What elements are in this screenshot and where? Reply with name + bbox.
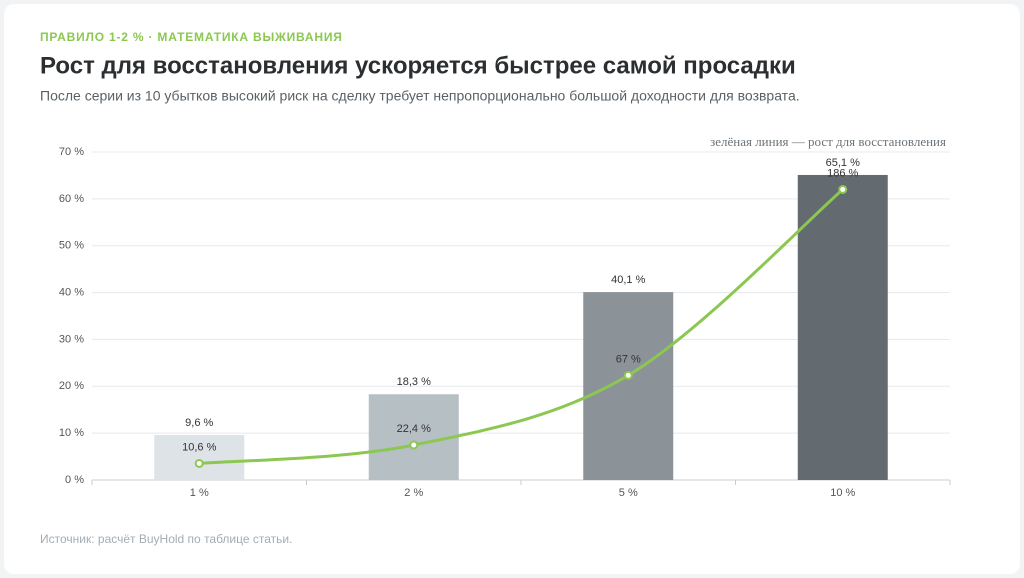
- title: Рост для восстановления ускоряется быстр…: [40, 52, 796, 79]
- x-tick-label: 5 %: [619, 487, 638, 499]
- x-tick-label: 10 %: [830, 487, 855, 499]
- bar: [583, 292, 674, 480]
- y-tick-label: 50 %: [59, 240, 84, 252]
- x-tick-label: 2 %: [404, 487, 423, 499]
- kicker: ПРАВИЛО 1-2 % · МАТЕМАТИКА ВЫЖИВАНИЯ: [40, 30, 343, 44]
- line-value-label: 22,4 %: [397, 423, 431, 435]
- line-value-label: 10,6 %: [182, 441, 216, 453]
- bar: [154, 435, 245, 480]
- y-tick-label: 10 %: [59, 427, 84, 439]
- source: Источник: расчёт BuyHold по таблице стат…: [40, 532, 292, 546]
- line-point: [838, 184, 848, 194]
- bar: [368, 394, 459, 480]
- line-value-label: 67 %: [616, 353, 641, 365]
- y-tick-label: 70 %: [59, 146, 84, 158]
- line: [199, 188, 844, 465]
- line-value-label: 186 %: [827, 167, 858, 179]
- y-tick-label: 30 %: [59, 333, 84, 345]
- bar: [797, 174, 888, 480]
- y-tick-label: 60 %: [59, 193, 84, 205]
- line-point: [194, 458, 204, 468]
- y-tick-label: 40 %: [59, 286, 84, 298]
- line-point: [409, 440, 419, 450]
- bar-value-label: 65,1 %: [826, 157, 860, 169]
- y-tick-label: 20 %: [59, 380, 84, 392]
- bar-value-label: 9,6 %: [185, 417, 213, 429]
- subtitle: После серии из 10 убытков высокий риск н…: [40, 88, 800, 104]
- x-tick-label: 1 %: [190, 487, 209, 499]
- bar-value-label: 18,3 %: [397, 376, 431, 388]
- y-tick-label: 0 %: [65, 474, 84, 486]
- annotation: зелёная линия — рост для восстановления: [710, 134, 946, 149]
- line-point: [623, 370, 633, 380]
- bar-value-label: 40,1 %: [611, 274, 645, 286]
